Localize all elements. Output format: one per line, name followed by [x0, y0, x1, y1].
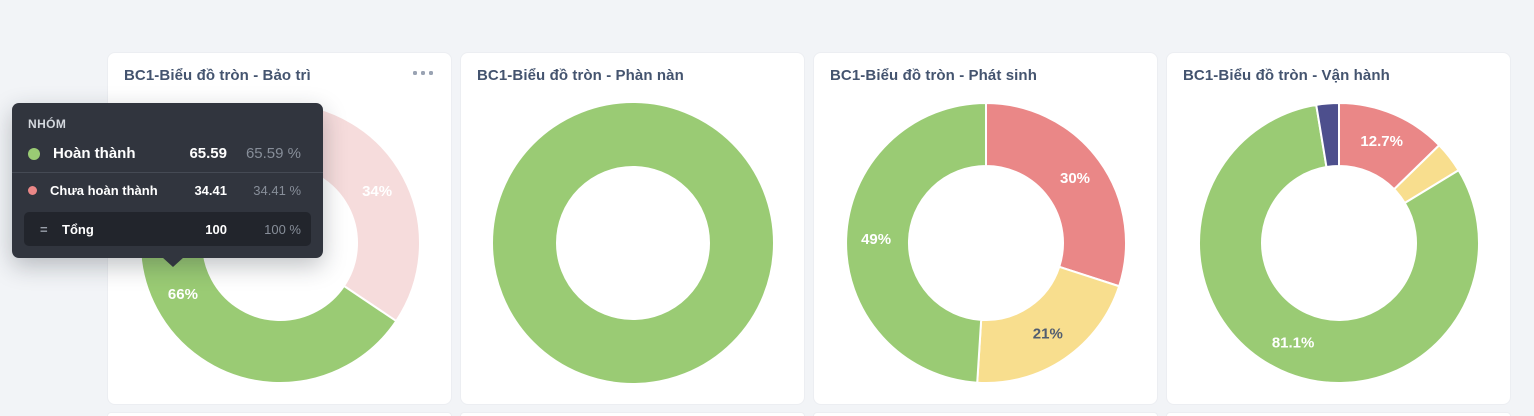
series-dot-green: [28, 147, 40, 160]
equals-icon: =: [40, 221, 48, 237]
slice-percent-label: 81.1%: [1271, 335, 1314, 352]
pie-slice[interactable]: [492, 103, 773, 383]
tooltip-total-label: Tổng: [62, 221, 94, 237]
donut-chart-van-hanh[interactable]: 12.7% 81.1%: [1194, 98, 1484, 388]
tooltip-divider: [12, 172, 323, 173]
tooltip-series-percent: 34.41 %: [253, 183, 301, 198]
slice-percent-label: 34%: [362, 183, 392, 200]
tooltip-row-hoan-thanh: Hoàn thành 65.59 65.59 %: [12, 141, 323, 172]
tooltip-arrow: [162, 257, 184, 267]
slice-percent-label: 49%: [861, 231, 891, 248]
chart-card-phat-sinh: BC1-Biểu đồ tròn - Phát sinh 30% 21% 49%: [813, 52, 1158, 405]
tooltip-series-label: Hoàn thành: [53, 145, 136, 162]
pie-slice[interactable]: [1197, 103, 1480, 384]
pie-slice[interactable]: [844, 102, 987, 384]
chart-card-van-hanh: BC1-Biểu đồ tròn - Vận hành 12.7% 81.1%: [1166, 52, 1511, 405]
next-row-card-peek: [460, 412, 805, 416]
donut-chart-phan-nan[interactable]: [488, 98, 778, 388]
tooltip-series-label: Chưa hoàn thành: [50, 183, 158, 198]
pie-slice[interactable]: [975, 265, 1120, 384]
chart-card-phan-nan: BC1-Biểu đồ tròn - Phàn nàn: [460, 52, 805, 405]
next-row-card-peek: [1166, 412, 1511, 416]
card-title: BC1-Biểu đồ tròn - Vận hành: [1183, 67, 1390, 84]
pie-slice[interactable]: [1314, 101, 1340, 169]
more-horizontal-icon[interactable]: [411, 69, 435, 77]
slice-percent-label: 21%: [1032, 326, 1062, 343]
next-row-card-peek: [107, 412, 452, 416]
slice-percent-label: 30%: [1059, 170, 1089, 187]
series-dot-red: [28, 186, 37, 195]
next-row-card-peek: [813, 412, 1158, 416]
chart-tooltip: NHÓM Hoàn thành 65.59 65.59 % Chưa hoàn …: [12, 103, 323, 267]
tooltip-series-value: 34.41: [194, 183, 227, 198]
slice-percent-label: 12.7%: [1360, 133, 1403, 150]
tooltip-total-value: 100: [205, 221, 227, 237]
tooltip-series-value: 65.59: [189, 145, 227, 162]
card-title: BC1-Biểu đồ tròn - Bảo trì: [124, 67, 311, 84]
tooltip-total-row: = Tổng 100 100 %: [24, 212, 311, 246]
tooltip-group-header: NHÓM: [28, 117, 67, 131]
tooltip-series-percent: 65.59 %: [245, 145, 301, 162]
donut-chart-phat-sinh[interactable]: 30% 21% 49%: [841, 98, 1131, 388]
pie-slice[interactable]: [984, 102, 1127, 288]
slice-percent-label: 66%: [167, 286, 197, 303]
card-title: BC1-Biểu đồ tròn - Phàn nàn: [477, 67, 684, 84]
tooltip-row-chua-hoan-thanh: Chưa hoàn thành 34.41 34.41 %: [12, 173, 323, 208]
tooltip-total-percent: 100 %: [264, 221, 301, 237]
card-title: BC1-Biểu đồ tròn - Phát sinh: [830, 67, 1037, 84]
